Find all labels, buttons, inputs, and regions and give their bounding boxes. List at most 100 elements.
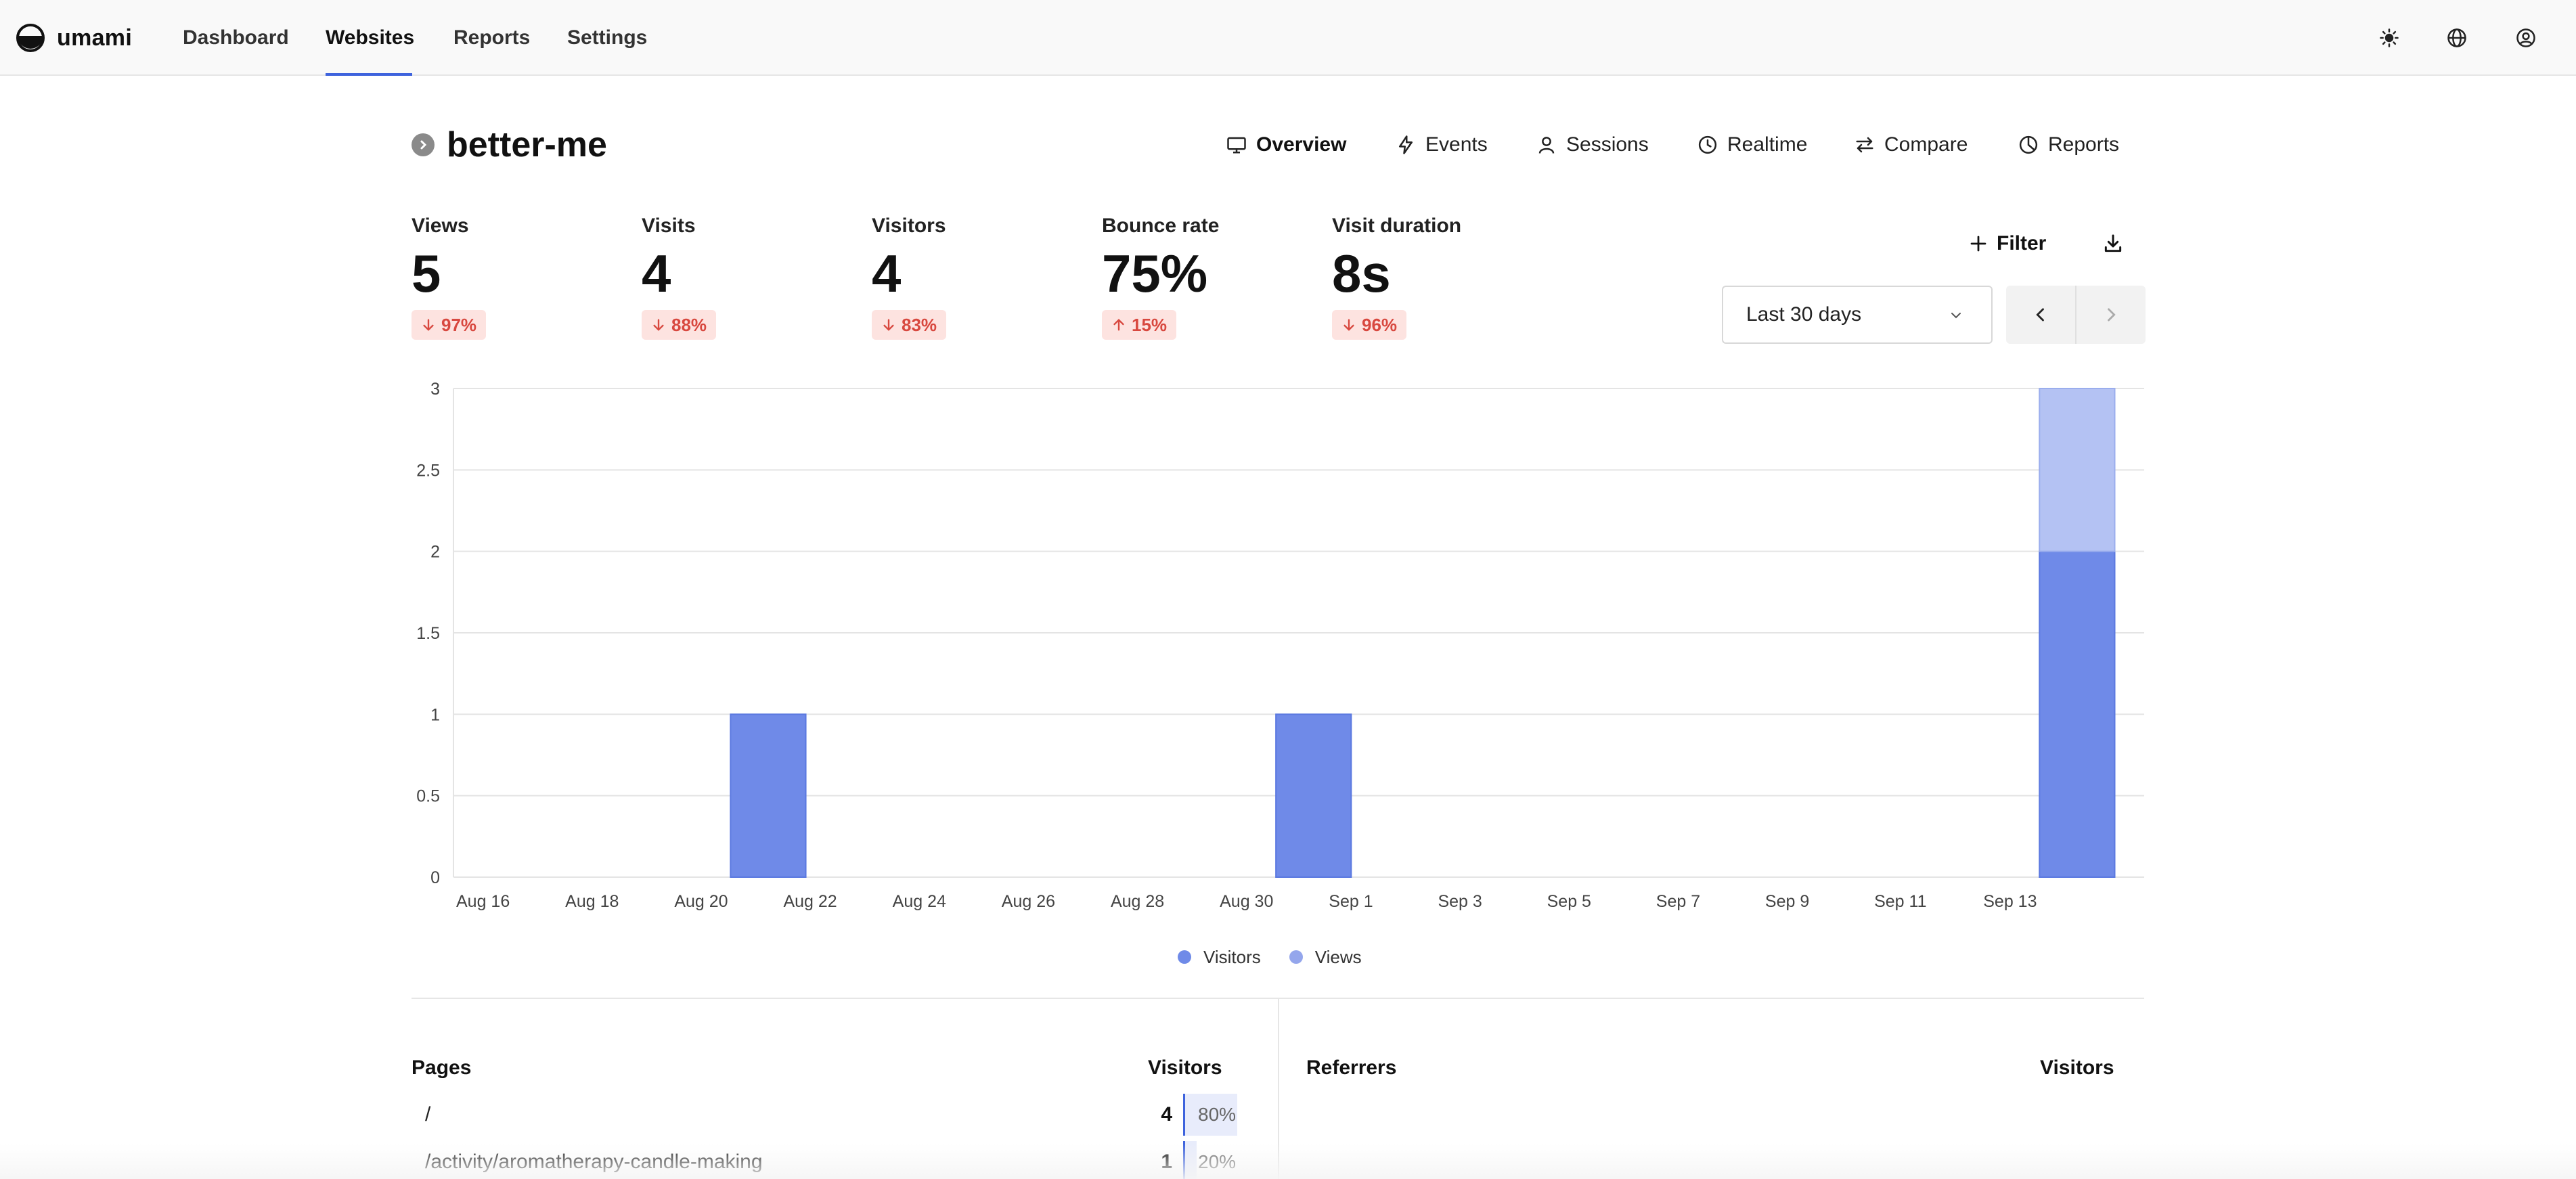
- y-tick-label: 2: [430, 543, 440, 562]
- pager-divider: [2075, 286, 2077, 344]
- metric-visitors: Visitors 4 83%: [872, 211, 1075, 340]
- filter-button[interactable]: Filter: [1968, 227, 2046, 260]
- profile-button[interactable]: [2510, 22, 2542, 54]
- logo[interactable]: umami: [16, 19, 132, 57]
- previous-period-button[interactable]: [2006, 286, 2075, 344]
- x-tick-label: Sep 5: [1547, 892, 1591, 911]
- date-range-select[interactable]: Last 30 days: [1722, 286, 1993, 344]
- x-tick-label: Aug 18: [565, 892, 619, 911]
- pages-table-column: Visitors: [1148, 1056, 1222, 1079]
- section-divider: [412, 998, 2144, 999]
- metric-change-badge: 97%: [412, 310, 487, 340]
- download-icon: [2104, 234, 2122, 252]
- arrow-down-icon: [653, 319, 664, 331]
- chart-legend: Visitors Views: [1178, 943, 1362, 971]
- metric-bounce-rate: Bounce rate 75% 15%: [1102, 211, 1305, 340]
- tab-label: Overview: [1256, 133, 1347, 156]
- bar-visitors: [2039, 550, 2116, 878]
- metric-value: 4: [642, 244, 671, 303]
- sun-icon: [2380, 28, 2399, 47]
- chart-bars: [730, 388, 2116, 878]
- chevron-left-icon: [2036, 308, 2044, 321]
- x-tick-label: Aug 22: [783, 892, 837, 911]
- tab-events[interactable]: Events: [1396, 129, 1488, 161]
- app-name: umami: [57, 24, 133, 51]
- tab-label: Sessions: [1566, 133, 1649, 156]
- user-icon: [1538, 137, 1555, 154]
- table-row[interactable]: /activity/aromatherapy-candle-making 1 2…: [412, 1141, 1239, 1179]
- x-tick-label: Aug 30: [1220, 892, 1273, 911]
- y-tick-label: 0.5: [416, 787, 440, 806]
- arrow-down-icon: [1343, 319, 1354, 331]
- next-period-button[interactable]: [2077, 286, 2146, 344]
- referrers-table-title: Referrers: [1306, 1056, 1397, 1079]
- metric-views: Views 5 97%: [412, 211, 615, 340]
- tab-realtime[interactable]: Realtime: [1697, 129, 1807, 161]
- y-tick-label: 3: [430, 380, 440, 399]
- arrow-down-icon: [883, 319, 894, 331]
- metric-value: 75%: [1102, 244, 1208, 303]
- legend-item-views[interactable]: Views: [1289, 947, 1362, 968]
- chevron-right-icon: [420, 140, 427, 150]
- column-divider: [1278, 999, 1279, 1179]
- chart-x-axis: Aug 16 Aug 18 Aug 20 Aug 22 Aug 24 Aug 26 Aug …: [456, 892, 2037, 911]
- x-tick-label: Aug 20: [674, 892, 728, 911]
- visitor-percent: 20%: [1198, 1151, 1237, 1172]
- visitor-percent: 80%: [1198, 1104, 1237, 1125]
- x-tick-label: Sep 13: [1983, 892, 2037, 911]
- metric-change-badge: 96%: [1332, 310, 1407, 340]
- clock-icon: [1698, 135, 1717, 154]
- metric-change-badge: 83%: [872, 310, 947, 340]
- legend-label: Views: [1314, 946, 1362, 967]
- x-tick-label: Aug 24: [893, 892, 946, 911]
- metric-change-value: 15%: [1132, 314, 1168, 335]
- metric-change-value: 88%: [671, 314, 707, 335]
- metric-value: 8s: [1332, 244, 1391, 303]
- nav-settings[interactable]: Settings: [567, 26, 648, 49]
- page-path[interactable]: /activity/aromatherapy-candle-making: [425, 1151, 763, 1173]
- top-navbar: umami Dashboard Websites Reports Setting…: [0, 0, 2576, 76]
- table-row[interactable]: / 4 80%: [412, 1094, 1239, 1136]
- bar-views: [2039, 388, 2116, 552]
- visitor-count: 1: [1161, 1151, 1172, 1173]
- nav-reports[interactable]: Reports: [453, 26, 531, 49]
- tab-label: Reports: [2048, 133, 2120, 156]
- website-name: better-me: [447, 125, 607, 164]
- tab-label: Events: [1425, 133, 1488, 156]
- tab-label: Realtime: [1727, 133, 1808, 156]
- tab-overview[interactable]: Overview: [1226, 129, 1346, 161]
- metric-change-value: 83%: [902, 314, 937, 335]
- legend-item-visitors[interactable]: Visitors: [1178, 947, 1261, 968]
- legend-label: Visitors: [1203, 946, 1261, 967]
- globe-icon: [2447, 28, 2466, 47]
- lightning-icon: [1399, 135, 1413, 154]
- x-tick-label: Sep 7: [1656, 892, 1700, 911]
- share-bar: [1183, 1141, 1197, 1179]
- download-button[interactable]: [2097, 227, 2129, 260]
- tab-sessions[interactable]: Sessions: [1536, 129, 1649, 161]
- chart-y-axis: 0 0.5 1 1.5 2 2.5 3: [416, 380, 440, 887]
- nav-websites[interactable]: Websites: [326, 26, 415, 49]
- metric-value: 4: [872, 244, 902, 303]
- chevron-right-icon: [2108, 308, 2116, 321]
- referrers-table-column: Visitors: [2040, 1056, 2114, 1079]
- theme-toggle-button[interactable]: [2373, 22, 2405, 54]
- date-range-value: Last 30 days: [1746, 303, 1862, 326]
- x-tick-label: Sep 9: [1765, 892, 1809, 911]
- share-bar-edge: [1183, 1141, 1185, 1179]
- arrow-up-icon: [1113, 319, 1124, 331]
- x-tick-label: Sep 1: [1329, 892, 1373, 911]
- language-button[interactable]: [2441, 22, 2473, 54]
- tab-label: Compare: [1884, 133, 1968, 156]
- pie-icon: [2019, 135, 2038, 154]
- legend-swatch: [1178, 950, 1191, 964]
- x-tick-label: Aug 26: [1002, 892, 1055, 911]
- user-circle-icon: [2516, 28, 2535, 47]
- tab-compare[interactable]: Compare: [1855, 129, 1968, 161]
- nav-dashboard[interactable]: Dashboard: [183, 26, 289, 49]
- tab-reports[interactable]: Reports: [2018, 129, 2119, 161]
- website-header: better-me: [412, 120, 607, 169]
- page-path[interactable]: /: [425, 1103, 431, 1126]
- x-tick-label: Sep 11: [1874, 892, 1926, 911]
